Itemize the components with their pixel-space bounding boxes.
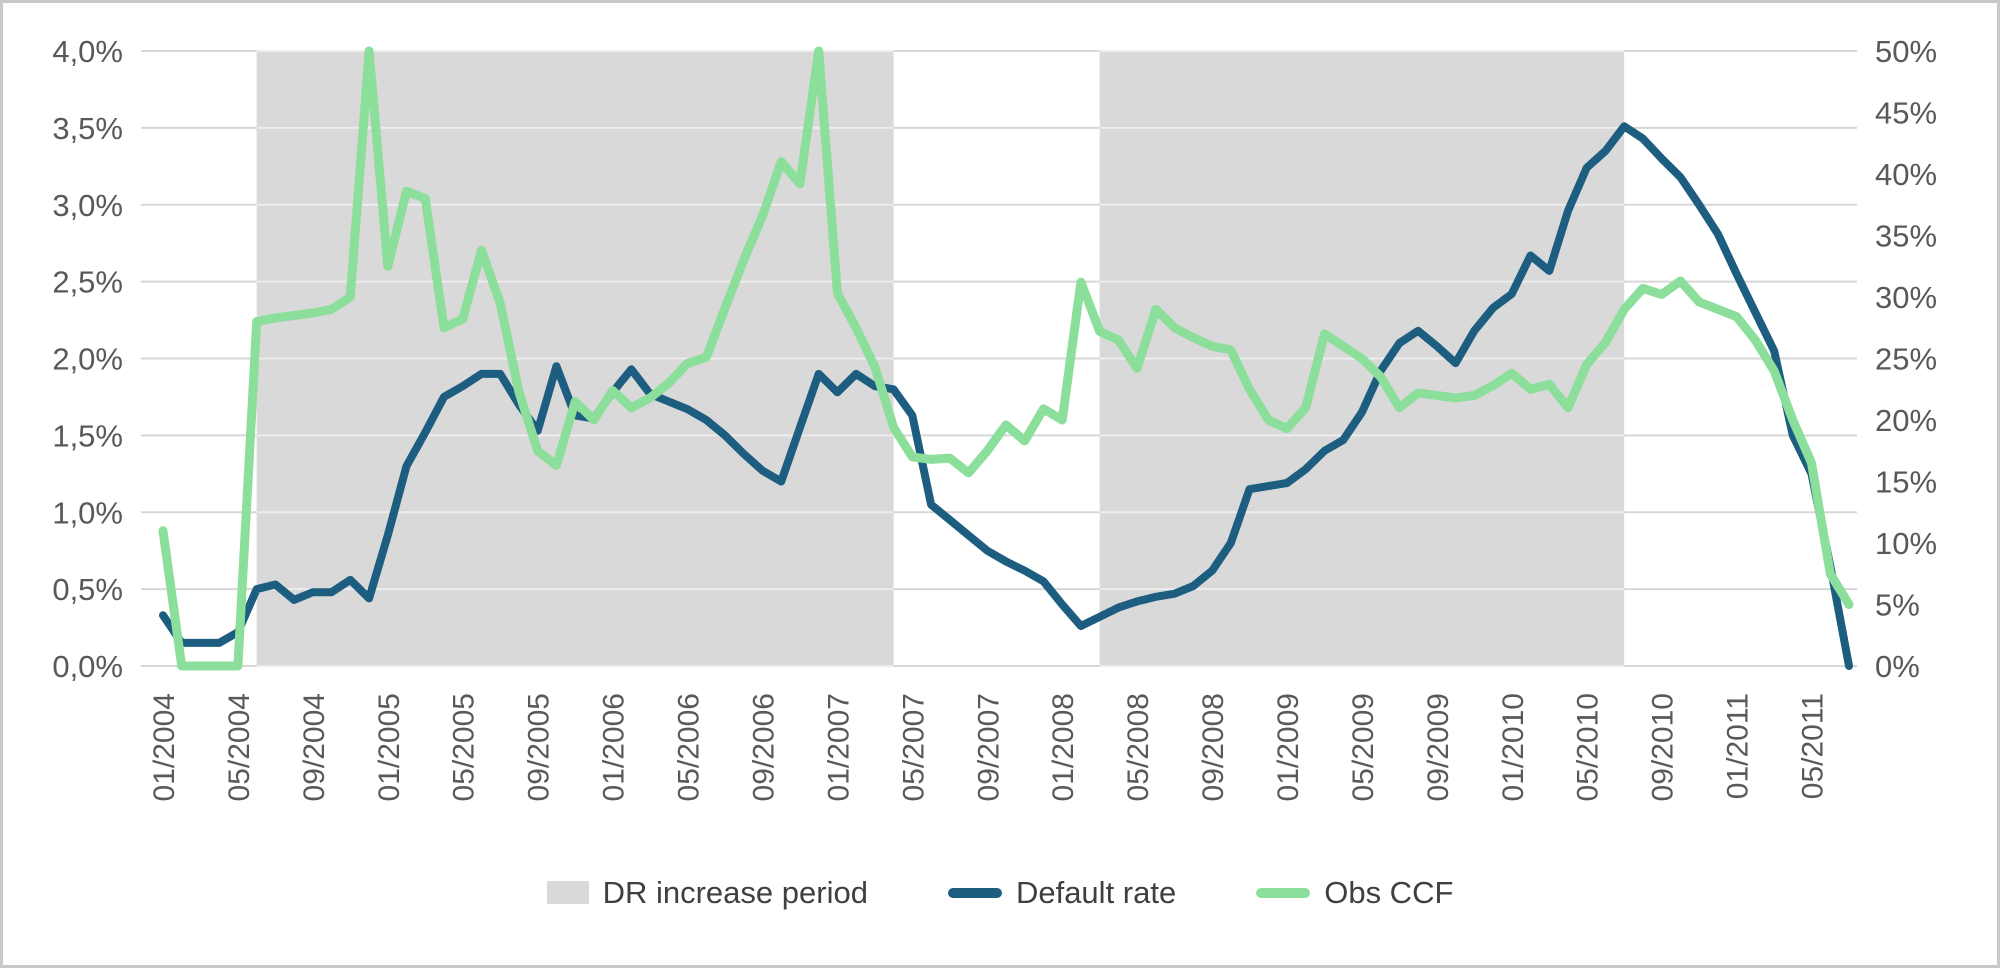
line-swatch-icon <box>1256 887 1311 898</box>
right-axis-tick-label: 10% <box>1875 526 1937 561</box>
x-axis-tick-label: 05/2008 <box>1122 693 1155 801</box>
left-axis-tick-label: 2,5% <box>52 265 123 300</box>
x-axis-tick-label: 05/2004 <box>223 693 256 801</box>
right-axis-tick-label: 30% <box>1875 280 1937 315</box>
right-axis-tick-label: 5% <box>1875 588 1920 623</box>
series-line-obs-ccf <box>158 46 1854 671</box>
left-axis-tick-label: 0,5% <box>52 572 123 607</box>
legend-label-obs-ccf: Obs CCF <box>1324 875 1454 910</box>
x-axis-tick-label: 01/2011 <box>1722 693 1755 799</box>
left-axis-tick-label: 4,0% <box>52 34 123 69</box>
left-axis-tick-label: 0,0% <box>52 649 123 684</box>
x-axis-tick-label: 01/2008 <box>1047 693 1080 801</box>
left-axis-tick-label: 2,0% <box>52 342 123 377</box>
x-axis-tick-label: 01/2007 <box>822 693 855 801</box>
x-axis-tick-label: 01/2004 <box>148 693 181 801</box>
x-axis-tick-label: 05/2011 <box>1797 693 1830 799</box>
legend-item-obs-ccf: Obs CCF <box>1256 877 1453 908</box>
left-axis-tick-label: 3,5% <box>52 111 123 146</box>
right-axis-tick-label: 40% <box>1875 157 1937 192</box>
x-axis-tick-label: 05/2010 <box>1572 693 1605 801</box>
legend-label-dr-increase-period: DR increase period <box>602 875 868 910</box>
right-axis-tick-label: 20% <box>1875 403 1937 438</box>
right-axis-tick-label: 45% <box>1875 96 1937 131</box>
x-axis-tick-label: 05/2006 <box>673 693 706 801</box>
x-axis-tick-label: 05/2009 <box>1347 693 1380 801</box>
x-axis-tick-label: 01/2005 <box>373 693 406 801</box>
x-axis-tick-label: 09/2004 <box>298 693 331 801</box>
chart-canvas: 0,0% 0,5% 1,0% 1,5% 2,0% 2,5% 3,0% 3,5% 4,0% 0% 5%… <box>52 34 1937 801</box>
x-axis-tick-label: 01/2009 <box>1272 693 1305 801</box>
x-axis-tick-label: 05/2005 <box>448 693 481 801</box>
x-axis-tick-label: 05/2007 <box>897 693 930 801</box>
left-axis-tick-label: 1,5% <box>52 418 123 453</box>
series-line-default-rate <box>159 122 1853 670</box>
left-axis-tick-label: 1,0% <box>52 495 123 530</box>
legend-label-default-rate: Default rate <box>1015 875 1177 910</box>
x-axis-tick-label: 09/2005 <box>523 693 556 801</box>
x-axis-tick-label: 01/2010 <box>1497 693 1530 801</box>
x-axis-tick-label: 09/2010 <box>1647 693 1680 801</box>
x-axis-tick-label: 09/2007 <box>972 693 1005 801</box>
legend-item-dr-increase-period: DR increase period <box>546 875 868 910</box>
right-axis-tick-label: 50% <box>1875 34 1937 69</box>
x-axis-tick-label: 09/2006 <box>747 693 780 801</box>
x-axis-tick-label: 09/2009 <box>1422 693 1455 801</box>
line-swatch-icon <box>947 887 1002 898</box>
right-axis-tick-label: 35% <box>1875 219 1937 254</box>
x-axis-tick-label: 09/2008 <box>1197 693 1230 801</box>
right-axis-tick-label: 0% <box>1875 649 1920 684</box>
left-axis-tick-label: 3,0% <box>52 188 123 223</box>
right-axis-tick-label: 25% <box>1875 342 1937 377</box>
chart-legend: DR increase period Default rate Obs CCF <box>3 877 1997 908</box>
right-axis-tick-label: 15% <box>1875 465 1937 500</box>
band-swatch-icon <box>546 881 589 904</box>
x-axis-tick-label: 01/2006 <box>598 693 631 801</box>
legend-item-default-rate: Default rate <box>947 875 1177 910</box>
